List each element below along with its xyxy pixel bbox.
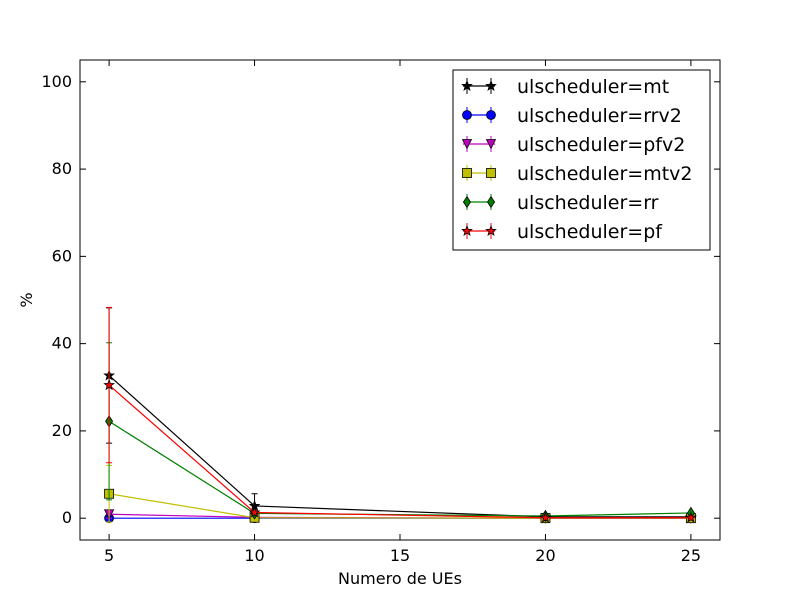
data-point bbox=[539, 511, 552, 523]
legend-marker bbox=[461, 139, 473, 150]
x-axis-label: Numero de UEs bbox=[338, 569, 462, 588]
y-tick-label: 100 bbox=[41, 72, 72, 91]
y-axis-label: % bbox=[17, 292, 36, 307]
legend-marker bbox=[485, 79, 497, 91]
x-tick-label: 5 bbox=[104, 546, 114, 565]
ticks-layer: 5 10 15 20 25 0 20 40 60 80 100 bbox=[41, 60, 720, 565]
legend-label: ulscheduler=mt bbox=[517, 76, 669, 98]
legend-marker bbox=[462, 168, 472, 178]
x-tick-label: 25 bbox=[681, 546, 701, 565]
legend-entry-4: ulscheduler=rr bbox=[463, 192, 659, 214]
legend-entry-2: ulscheduler=pfv2 bbox=[461, 134, 685, 156]
legend-label: ulscheduler=mtv2 bbox=[517, 163, 693, 185]
legend-label: ulscheduler=pf bbox=[517, 221, 663, 243]
legend-label: ulscheduler=rr bbox=[517, 192, 659, 214]
series-5 bbox=[103, 306, 697, 523]
legend-marker bbox=[485, 224, 497, 236]
legend-marker bbox=[486, 110, 496, 120]
legend-marker bbox=[462, 110, 472, 120]
series-line bbox=[108, 375, 691, 518]
y-tick-label: 20 bbox=[52, 421, 72, 440]
y-tick-label: 60 bbox=[52, 246, 72, 265]
legend-label: ulscheduler=rrv2 bbox=[517, 105, 682, 127]
legend-entry-0: ulscheduler=mt bbox=[461, 76, 669, 98]
y-tick-label: 80 bbox=[52, 159, 72, 178]
legend-marker bbox=[485, 139, 497, 150]
series-layer bbox=[103, 306, 697, 524]
legend-entry-1: ulscheduler=rrv2 bbox=[462, 105, 682, 127]
legend-box bbox=[452, 69, 711, 251]
legend-marker bbox=[487, 195, 495, 209]
legend-marker bbox=[486, 168, 496, 178]
y-tick-label: 0 bbox=[62, 508, 72, 527]
legend-marker bbox=[461, 224, 473, 236]
legend: ulscheduler=mt ulscheduler=rrv2 ulschedule… bbox=[452, 69, 711, 251]
legend-label: ulscheduler=pfv2 bbox=[517, 134, 685, 156]
y-tick-label: 40 bbox=[52, 334, 72, 353]
legend-marker bbox=[463, 195, 471, 209]
data-point bbox=[103, 378, 115, 391]
series-line bbox=[108, 384, 691, 519]
legend-entry-5: ulscheduler=pf bbox=[461, 221, 663, 243]
x-tick-label: 15 bbox=[390, 546, 410, 565]
legend-marker bbox=[461, 79, 473, 91]
data-point bbox=[248, 506, 261, 518]
x-tick-label: 20 bbox=[535, 546, 555, 565]
data-point bbox=[685, 511, 697, 523]
x-tick-label: 10 bbox=[244, 546, 264, 565]
legend-entry-3: ulscheduler=mtv2 bbox=[462, 163, 693, 185]
